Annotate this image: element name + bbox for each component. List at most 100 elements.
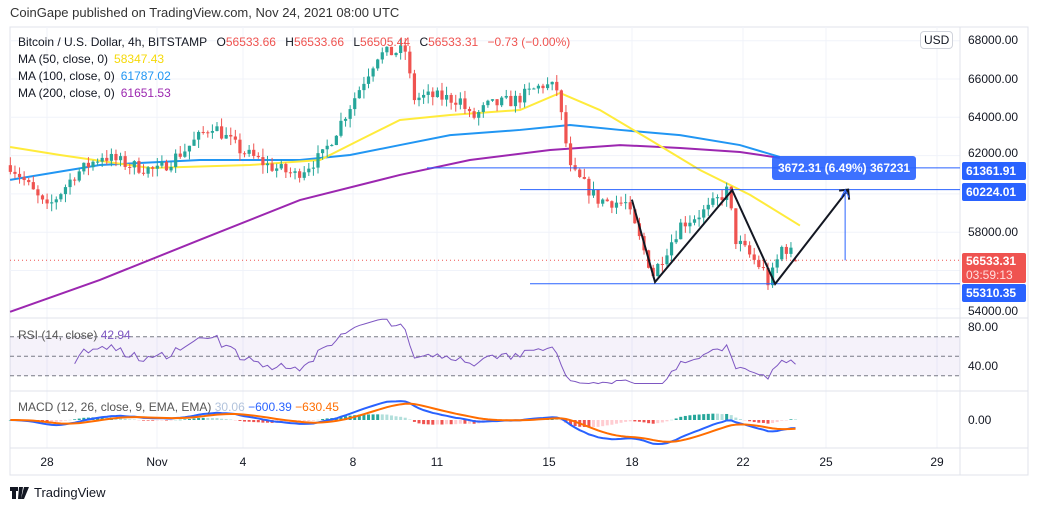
candle-body [614, 202, 619, 208]
macd-histogram-bar [146, 420, 150, 421]
candle-body [132, 161, 136, 168]
macd-histogram-bar [325, 418, 329, 420]
macd-histogram-bar [647, 420, 651, 424]
candle-body [270, 163, 274, 171]
ma200-label: MA (200, close, 0) [18, 86, 115, 100]
macd-histogram-bar [243, 420, 247, 422]
macd-histogram-bar [403, 417, 407, 420]
candle-body [665, 255, 669, 265]
rsi-legend[interactable]: RSI (14, close) 42.94 [18, 328, 131, 342]
candle-body [656, 263, 660, 277]
candle-body [692, 219, 697, 223]
candle-body [371, 68, 375, 77]
time-tick: 15 [542, 455, 556, 469]
candle-body [123, 156, 127, 167]
price-tick: 62000.00 [968, 146, 1019, 160]
tradingview-brand: TradingView [34, 485, 106, 500]
ma200-legend[interactable]: MA (200, close, 0) 61651.53 [18, 86, 177, 100]
candle-body [559, 90, 563, 113]
macd-histogram-bar [187, 418, 191, 420]
target-level-badge: 60224.01 [962, 183, 1026, 201]
candle-body [343, 118, 348, 121]
macd-histogram-bar [201, 417, 205, 420]
macd-histogram-bar [624, 420, 628, 422]
candle-body [288, 172, 293, 174]
candle-body [417, 97, 421, 101]
candle-body [141, 172, 146, 174]
candle-body [711, 198, 715, 205]
candle-body [210, 131, 214, 133]
macd-histogram-bar [261, 420, 265, 423]
macd-histogram-bar [633, 420, 637, 422]
candle-body [311, 167, 316, 169]
double-bottom-pattern [630, 188, 849, 286]
macd-histogram-bar [284, 420, 288, 423]
macd-histogram-bar [412, 420, 416, 422]
macd-histogram-bar [463, 420, 467, 424]
macd-histogram-bar [100, 417, 104, 420]
candle-body [54, 199, 58, 203]
candle-body [224, 134, 228, 139]
macd-histogram-bar [748, 420, 752, 422]
candle-body [330, 145, 334, 147]
macd-histogram-bar [132, 419, 136, 421]
macd-histogram-bar [587, 420, 591, 428]
candle-body [490, 99, 495, 101]
time-tick: 29 [930, 455, 944, 469]
macd-histogram-bar [137, 420, 141, 421]
ma100-legend[interactable]: MA (100, close, 0) 61787.02 [18, 69, 177, 83]
candle-body [444, 94, 449, 100]
candle-body [40, 195, 45, 200]
publish-line: CoinGape published on TradingView.com, N… [10, 5, 400, 20]
candle-body [197, 131, 201, 140]
macd-histogram-bar [569, 420, 573, 425]
candle-body [669, 242, 674, 256]
candle-body [725, 186, 729, 200]
macd-histogram-bar [706, 413, 710, 420]
candle-body [45, 199, 49, 204]
macd-histogram-bar [729, 415, 733, 420]
candle-body [761, 267, 765, 269]
candle-body [178, 153, 182, 157]
macd-histogram-bar [169, 420, 173, 421]
candle-body [789, 247, 793, 254]
macd-legend[interactable]: MACD (12, 26, close, 9, EMA, EMA) 30.06 … [18, 400, 339, 414]
macd-histogram-bar [743, 420, 747, 421]
macd-histogram-bar [715, 413, 719, 420]
candle-body [715, 197, 720, 199]
candle-body [59, 194, 63, 200]
macd-line-value: −600.39 [248, 400, 292, 414]
symbol-name[interactable]: Bitcoin / U.S. Dollar, 4h, BITSTAMP [18, 35, 208, 49]
macd-histogram-bar [73, 419, 77, 420]
price-range-measure-label[interactable]: 3672.31 (6.49%) 367231 [772, 156, 916, 180]
macd-histogram-bar [628, 420, 632, 422]
macd-histogram-bar [720, 414, 724, 420]
candle-body [605, 199, 609, 202]
candle-body [238, 139, 242, 154]
candle-body [619, 202, 623, 204]
price-tick: 68000.00 [968, 33, 1019, 47]
candle-body [109, 153, 113, 161]
ma50-label: MA (50, close, 0) [18, 52, 109, 66]
ma200-value: 61651.53 [120, 86, 171, 100]
time-tick: 25 [819, 455, 833, 469]
candle-body [582, 177, 586, 179]
time-tick: 4 [239, 455, 247, 469]
candle-body [256, 155, 260, 158]
macd-histogram-bar [674, 418, 678, 420]
candle-body [8, 165, 12, 172]
low-value: 56505.44 [360, 35, 411, 49]
candle-body [100, 157, 104, 162]
ma50-value: 58347.43 [114, 52, 165, 66]
ma50-line [9, 91, 801, 227]
macd-histogram-bar [210, 418, 214, 420]
candle-body [660, 263, 664, 265]
candle-body [587, 178, 591, 196]
currency-button[interactable]: USD [920, 31, 954, 49]
candle-body [219, 126, 224, 139]
candle-body [467, 108, 472, 112]
tradingview-logo[interactable]: TradingView [10, 485, 106, 500]
high-label: H [285, 35, 294, 49]
ma50-legend[interactable]: MA (50, close, 0) 58347.43 [18, 52, 170, 66]
